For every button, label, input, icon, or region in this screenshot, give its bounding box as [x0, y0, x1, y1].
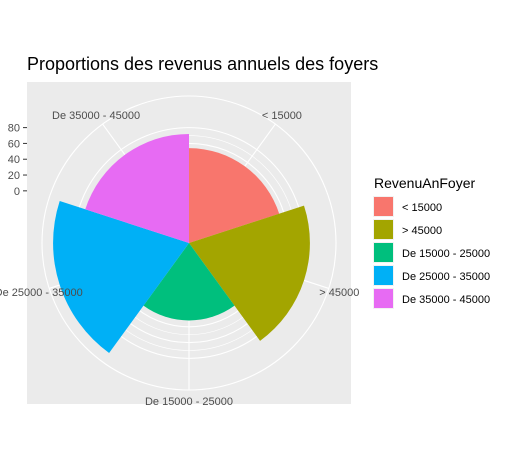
legend-label: > 45000	[402, 225, 442, 237]
legend-swatch	[374, 197, 393, 216]
legend-title: RevenuAnFoyer	[374, 175, 476, 191]
category-labels: < 15000 > 45000 De 15000 - 25000 De 25000 -…	[0, 110, 359, 408]
category-label: < 15000	[262, 110, 302, 122]
y-tick-label: 40	[8, 154, 20, 166]
legend-swatch	[374, 289, 393, 308]
bar-1	[189, 148, 280, 243]
legend-label: De 35000 - 45000	[402, 294, 490, 306]
y-tick-label: 60	[8, 138, 20, 150]
legend: RevenuAnFoyer < 15000 > 45000 De 15000 - 2…	[373, 175, 490, 309]
legend-label: < 15000	[402, 202, 442, 214]
legend-swatch	[374, 243, 393, 262]
category-label: > 45000	[319, 287, 359, 299]
bar-5	[85, 133, 189, 243]
bar-2	[189, 205, 310, 341]
chart-title: Proportions des revenus annuels des foye…	[27, 54, 378, 74]
legend-swatch	[374, 220, 393, 239]
bar-4	[53, 200, 190, 353]
y-tick-label: 80	[8, 123, 20, 135]
legend-label: De 15000 - 25000	[402, 248, 490, 260]
legend-swatch	[374, 266, 393, 285]
category-label: De 25000 - 35000	[0, 287, 83, 299]
legend-label: De 25000 - 35000	[402, 271, 490, 283]
category-label: De 15000 - 25000	[145, 396, 233, 408]
bars	[53, 133, 310, 353]
y-tick-label: 20	[8, 170, 20, 182]
y-tick-label: 0	[14, 186, 20, 198]
y-axis: 0 20 40 60 80	[8, 123, 27, 198]
category-label: De 35000 - 45000	[52, 110, 140, 122]
bar-3	[143, 243, 235, 321]
